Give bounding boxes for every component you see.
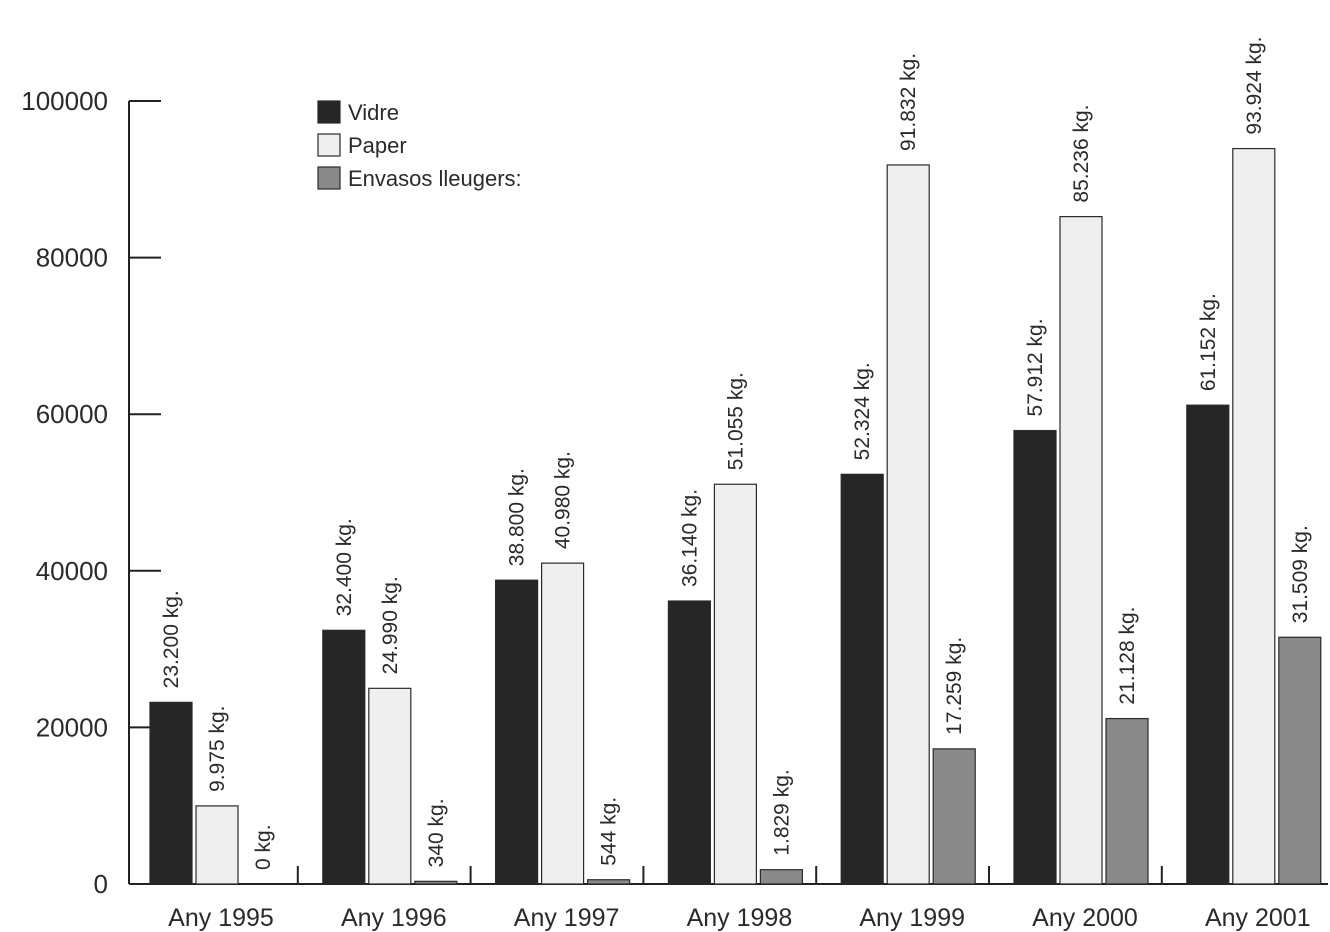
data-label: 32.400 kg. [333,518,356,616]
y-tick-label: 40000 [36,556,108,586]
x-tick-label: Any 2000 [1032,904,1138,932]
bar [1278,636,1322,885]
data-label: 24.990 kg. [379,576,402,674]
data-label: 93.924 kg. [1243,36,1266,134]
legend-label: Paper [348,133,407,158]
data-label: 57.912 kg. [1024,318,1047,416]
data-label: 9.975 kg. [206,705,229,791]
bar [195,805,239,885]
bar [713,483,758,885]
axes: 0 20000 40000 60000 80000 100000 Any 1995 Any 1… [21,86,1328,932]
legend-label: Envasos lleugers: [348,166,522,191]
data-label: 38.800 kg. [506,468,529,566]
y-tick-label: 80000 [36,243,108,273]
data-label: 21.128 kg. [1116,606,1139,704]
y-tick-label: 0 [94,869,108,899]
bar [1232,147,1276,885]
bar [586,879,631,885]
bar [840,473,884,885]
x-tick-label: Any 1995 [168,904,274,932]
y-tick-label: 60000 [36,399,108,429]
data-label: 1.829 kg. [770,769,793,855]
data-label: 31.509 kg. [1289,525,1312,623]
bar [1186,404,1230,885]
bar [495,579,539,885]
legend-label: Vidre [348,100,399,125]
data-labels: 23.200 kg. 9.975 kg. 0 kg. 32.400 kg. 24.990… [160,36,1312,870]
bar [322,629,366,885]
data-label: 340 kg. [425,798,448,867]
data-label: 23.200 kg. [160,590,183,688]
y-tick-label: 20000 [36,712,108,742]
data-label: 51.055 kg. [724,372,747,470]
data-label: 36.140 kg. [678,489,701,587]
legend-swatch [317,133,341,157]
y-tick-label: 100000 [21,86,108,116]
bar [932,748,976,885]
bars [149,147,1322,885]
legend-swatch [317,100,341,124]
data-label: 91.832 kg. [897,53,920,151]
data-label: 40.980 kg. [552,451,575,549]
x-tick-label: Any 1997 [514,904,620,932]
bar [886,164,930,885]
bar [1059,216,1103,885]
x-tick-label: Any 1999 [859,904,965,932]
data-label: 85.236 kg. [1070,105,1093,203]
x-tick-label: Any 2001 [1205,904,1311,932]
bar [759,869,804,885]
legend: Vidre Paper Envasos lleugers: [317,100,522,191]
bar [540,562,585,885]
data-label: 52.324 kg. [851,362,874,460]
bar [1013,429,1057,885]
data-label: 0 kg. [252,824,275,870]
bar [368,687,412,885]
bar [414,880,458,885]
x-tick-label: Any 1996 [341,904,447,932]
data-label: 544 kg. [598,797,621,866]
bar [1105,717,1149,885]
legend-swatch [317,166,341,190]
data-label: 17.259 kg. [943,637,966,735]
bar [149,701,193,885]
bar [667,600,712,885]
x-tick-label: Any 1998 [687,904,793,932]
data-label: 61.152 kg. [1197,293,1220,391]
